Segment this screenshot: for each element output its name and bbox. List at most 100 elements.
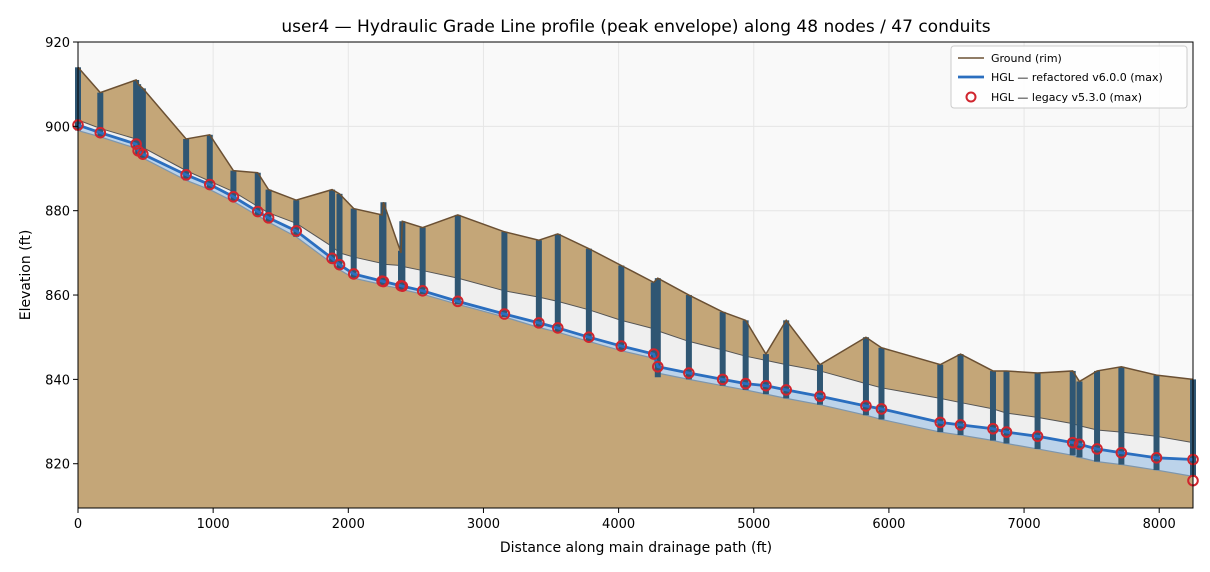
legacy-hgl-point-40 [1066,436,1079,449]
manhole-13 [350,208,357,279]
manhole-22 [554,233,561,333]
manhole-40 [1069,370,1076,456]
x-tick-label-7: 7000 [1008,517,1041,532]
manhole-17 [399,221,406,290]
legacy-hgl-point-32 [814,390,826,403]
legacy-hgl-point-31 [780,384,792,396]
legacy-hgl-point-35 [934,416,947,429]
manhole-19 [454,214,461,305]
y-tick-label-3: 880 [45,205,70,220]
legacy-hgl-point-15 [377,275,390,288]
legacy-hgl-point-30 [760,379,772,392]
y-axis-label: Elevation (ft) [18,230,34,321]
y-tick-label-0: 820 [45,458,70,473]
legacy-hgl-point-2 [130,138,142,150]
plot-area [72,41,1199,509]
manhole-4 [139,88,146,158]
legacy-hgl-point-23 [583,331,595,344]
x-tick-label-3: 3000 [467,517,500,532]
manhole-32 [816,364,823,405]
legacy-hgl-point-20 [498,308,511,320]
y-tick-label-1: 840 [45,373,70,388]
manhole-6 [206,134,213,190]
manhole-12 [336,193,343,270]
legacy-hgl-point-21 [533,317,545,329]
legacy-hgl-point-37 [987,422,999,435]
legacy-hgl-point-41 [1073,438,1086,451]
manhole-41 [1076,381,1083,458]
legacy-hgl-point-9 [262,212,275,224]
legacy-hgl-point-12 [333,258,346,271]
x-tick-label-4: 4000 [602,517,635,532]
x-tick-label-6: 6000 [872,517,905,532]
legacy-hgl-point-8 [251,205,264,218]
legacy-hgl-point-38 [1000,426,1013,438]
legacy-hgl-point-33 [860,400,872,412]
legacy-hgl-point-28 [716,373,729,386]
manhole-10 [293,200,300,237]
legacy-hgl-point-19 [451,295,464,308]
x-tick-label-5: 5000 [737,517,770,532]
legend-swatch-legacy [965,91,977,103]
legacy-hgl-point-25 [647,348,660,360]
manhole-7 [230,170,237,202]
legacy-hgl-point-39 [1031,430,1044,443]
manhole-24 [618,265,625,351]
manhole-3 [135,84,142,155]
legacy-hgl-point-13 [347,268,360,280]
legacy-hgl-point-7 [227,190,240,203]
x-axis-label: Distance along main drainage path (ft) [500,540,772,556]
manhole-42 [1094,370,1101,462]
manhole-34 [878,347,885,420]
x-tick-label-0: 0 [74,517,82,532]
legacy-hgl-point-5 [180,169,192,181]
legend-box [950,45,1188,109]
axes: 0 1000 2000 3000 4000 5000 6000 7000 8000 820 840 8… [45,36,1176,532]
legacy-hgl-point-6 [203,178,216,191]
legacy-hgl-point-1 [94,126,107,139]
x-tick-label-8: 8000 [1143,517,1176,532]
ground-line [77,66,1194,383]
manhole-36 [957,354,964,436]
pipe-invert-line [77,129,1194,477]
y-tick-label-4: 900 [45,120,70,135]
y-tick-label-5: 920 [45,36,70,51]
legacy-hgl-point-18 [416,285,429,297]
legacy-hgl-point-42 [1091,443,1103,455]
manhole-5 [183,138,190,181]
chart-title: user4 — Hydraulic Grade Line profile (pe… [281,17,990,37]
legacy-hgl-point-4 [137,148,149,160]
manhole-37 [989,370,996,441]
manhole-31 [783,320,790,399]
manhole-9 [265,189,272,223]
legacy-hgl-point-27 [683,367,695,379]
legacy-hgl-point-34 [875,403,888,415]
legacy-hgl-point-10 [290,225,303,237]
manhole-29 [742,320,749,390]
manhole-33 [862,337,869,416]
legend: Ground (rim) HGL — refactored v6.0.0 (ma… [950,45,1188,109]
manhole-35 [937,364,944,433]
legacy-hgl-point-11 [326,252,338,265]
manhole-15 [380,202,387,286]
profile-layers [72,66,1199,509]
legacy-hgl-point-24 [615,340,628,352]
x-tick-label-1: 1000 [197,517,230,532]
legacy-hgl-point-17 [396,280,409,292]
legacy-hgl-point-29 [739,377,752,390]
y-tick-label-2: 860 [45,289,70,304]
x-tick-label-2: 2000 [332,517,365,532]
manhole-25 [650,282,657,359]
manhole-1 [97,92,104,137]
legacy-hgl-point-36 [954,419,967,431]
pipe-crown-line [77,119,1194,444]
manhole-20 [501,231,508,317]
manhole-30 [762,354,769,395]
legacy-hgl-point-43 [1115,446,1128,459]
manhole-8 [254,172,261,216]
manhole-39 [1034,373,1041,449]
manhole-23 [585,248,592,342]
legacy-hgl-point-44 [1150,452,1163,464]
plot-frame [77,41,1194,509]
